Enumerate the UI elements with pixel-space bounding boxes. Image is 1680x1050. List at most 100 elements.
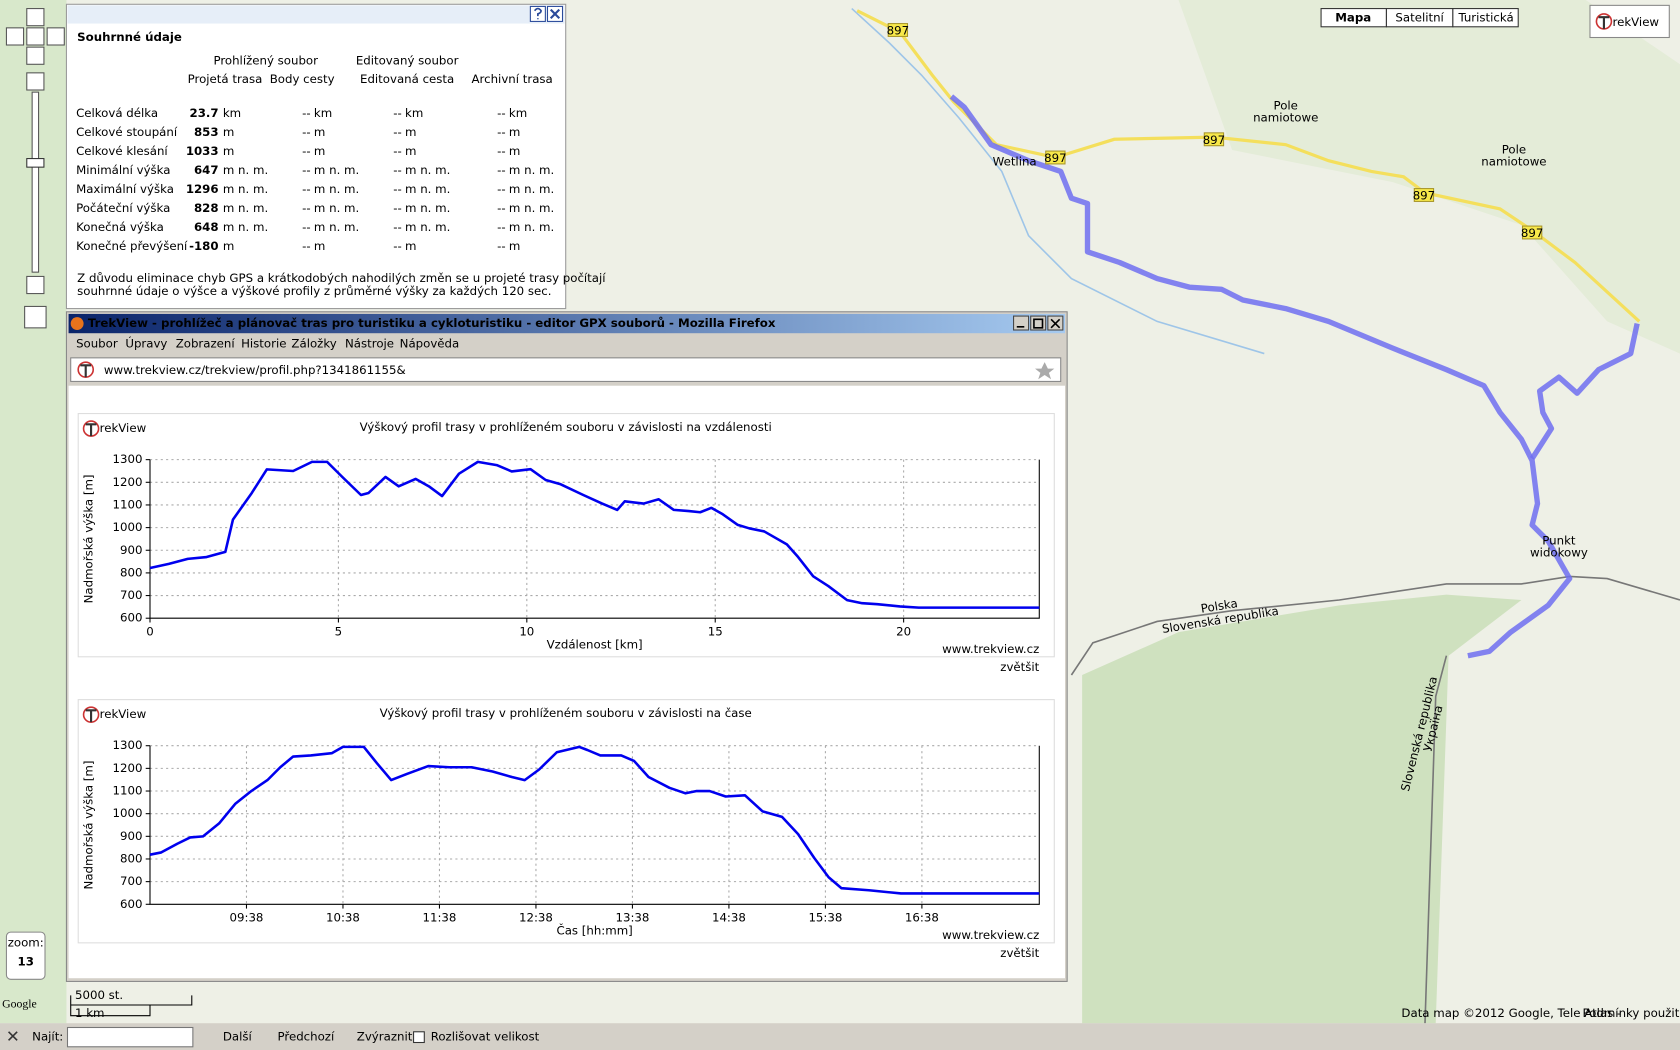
find-button[interactable]: Zvýraznit <box>357 1030 413 1044</box>
y-tick-label: 1000 <box>113 806 143 820</box>
cell-unit: m n. m. <box>314 220 359 234</box>
y-tick-label: 900 <box>120 543 142 557</box>
find-label: Najít: <box>32 1030 63 1044</box>
cell-value: -- <box>302 182 311 196</box>
find-bar <box>0 1023 1680 1050</box>
chart-panel <box>78 414 1054 657</box>
cell-unit: m <box>509 144 520 158</box>
find-input[interactable] <box>68 1028 193 1047</box>
menu-item[interactable]: Nápověda <box>400 336 460 350</box>
cell-unit: m n. m. <box>223 182 268 196</box>
row-label: Celkové stoupání <box>76 125 178 139</box>
chart-logo: rekView <box>100 421 147 435</box>
window-title: TrekView - prohlížeč a plánovač tras pro… <box>88 316 776 330</box>
row-label: Konečná výška <box>76 220 164 234</box>
y-tick-label: 1200 <box>113 475 143 489</box>
find-button[interactable]: Další <box>223 1030 253 1044</box>
zoom-box[interactable] <box>25 306 46 327</box>
cell-unit: m n. m. <box>223 220 268 234</box>
x-axis-label: Vzdálenost [km] <box>547 638 643 652</box>
enlarge-link[interactable]: zvětšit <box>1000 946 1039 960</box>
cell-unit: m <box>223 125 234 139</box>
x-tick-label: 10:38 <box>326 911 360 925</box>
cell-unit: m <box>405 125 416 139</box>
x-tick-label: 09:38 <box>230 911 264 925</box>
cell-value: -- <box>302 201 311 215</box>
minimize-button[interactable] <box>1014 316 1029 330</box>
chart-title: Výškový profil trasy v prohlíženém soubo… <box>360 420 772 434</box>
cell-value: -- <box>393 163 401 177</box>
cell-unit: m n. m. <box>314 182 359 196</box>
cell-value: -180 <box>189 239 218 253</box>
menu-item[interactable]: Soubor <box>76 336 118 350</box>
cell-value: -- <box>393 106 401 120</box>
pan-down[interactable] <box>27 47 44 64</box>
menu-item[interactable]: Záložky <box>291 336 336 350</box>
road-number: 897 <box>1521 226 1543 240</box>
column-group: Prohlížený soubor <box>213 54 318 68</box>
firefox-icon <box>71 317 84 330</box>
y-tick-label: 1200 <box>113 761 143 775</box>
menu-item[interactable]: Nástroje <box>345 336 394 350</box>
cell-unit: m <box>314 144 325 158</box>
map-logo: rekView <box>1613 15 1660 29</box>
find-bar-background <box>0 1023 1680 1050</box>
match-case-checkbox[interactable] <box>414 1032 425 1043</box>
zoom-slider[interactable] <box>32 92 38 272</box>
y-tick-label: 1000 <box>113 520 143 534</box>
cell-unit: m <box>405 144 416 158</box>
cell-value: -- <box>497 239 506 253</box>
cell-unit: m n. m. <box>509 182 554 196</box>
map-label: namiotowe <box>1481 154 1546 168</box>
pan-right[interactable] <box>47 28 64 45</box>
find-button[interactable]: Předchozí <box>278 1030 335 1044</box>
zoom-label: zoom: <box>8 935 44 949</box>
y-tick-label: 800 <box>120 565 142 579</box>
cell-unit: m n. m. <box>509 163 554 177</box>
x-tick-label: 12:38 <box>519 911 553 925</box>
chart-logo: rekView <box>100 707 147 721</box>
cell-value: 1033 <box>186 144 219 158</box>
cell-value: -- <box>393 220 401 234</box>
x-tick-label: 5 <box>335 625 343 639</box>
chart-title: Výškový profil trasy v prohlíženém soubo… <box>380 706 752 720</box>
cell-value: -- <box>302 106 311 120</box>
chart-source: www.trekview.cz <box>942 642 1039 656</box>
cell-unit: m n. m. <box>405 163 450 177</box>
cell-value: -- <box>497 220 506 234</box>
menu-item[interactable]: Historie <box>241 336 286 350</box>
match-case-label: Rozlišovat velikost <box>431 1030 540 1044</box>
x-tick-label: 15:38 <box>808 911 842 925</box>
pan-center[interactable] <box>27 28 44 45</box>
y-tick-label: 900 <box>120 829 142 843</box>
cell-value: 853 <box>194 125 219 139</box>
enlarge-link[interactable]: zvětšit <box>1000 660 1039 674</box>
cell-value: 648 <box>194 220 219 234</box>
zoom-level: 13 <box>18 955 34 969</box>
pan-up[interactable] <box>27 9 44 26</box>
menu-item[interactable]: Úpravy <box>125 335 167 350</box>
zoom-handle[interactable] <box>27 159 44 168</box>
y-axis-label: Nadmořská výška [m] <box>81 474 95 603</box>
zoom-out[interactable] <box>27 276 44 293</box>
zoom-in[interactable] <box>27 73 44 90</box>
column-header: Archivní trasa <box>472 72 553 86</box>
menu-item[interactable]: Zobrazení <box>176 336 236 350</box>
cell-unit: m n. m. <box>223 201 268 215</box>
map-type-label: Turistická <box>1457 11 1513 25</box>
cell-unit: m n. m. <box>405 201 450 215</box>
cell-unit: m n. m. <box>509 201 554 215</box>
cell-unit: m <box>405 239 416 253</box>
cell-unit: m n. m. <box>314 163 359 177</box>
map-type-label: Mapa <box>1335 11 1371 25</box>
map-label: namiotowe <box>1253 110 1318 124</box>
pan-left[interactable] <box>6 28 23 45</box>
cell-value: -- <box>497 182 506 196</box>
cell-value: -- <box>302 144 311 158</box>
map-label: Wetlina <box>993 154 1037 168</box>
terms-link[interactable]: Podmínky použití <box>1583 1006 1680 1020</box>
cell-unit: km <box>223 106 241 120</box>
cell-value: -- <box>393 182 401 196</box>
